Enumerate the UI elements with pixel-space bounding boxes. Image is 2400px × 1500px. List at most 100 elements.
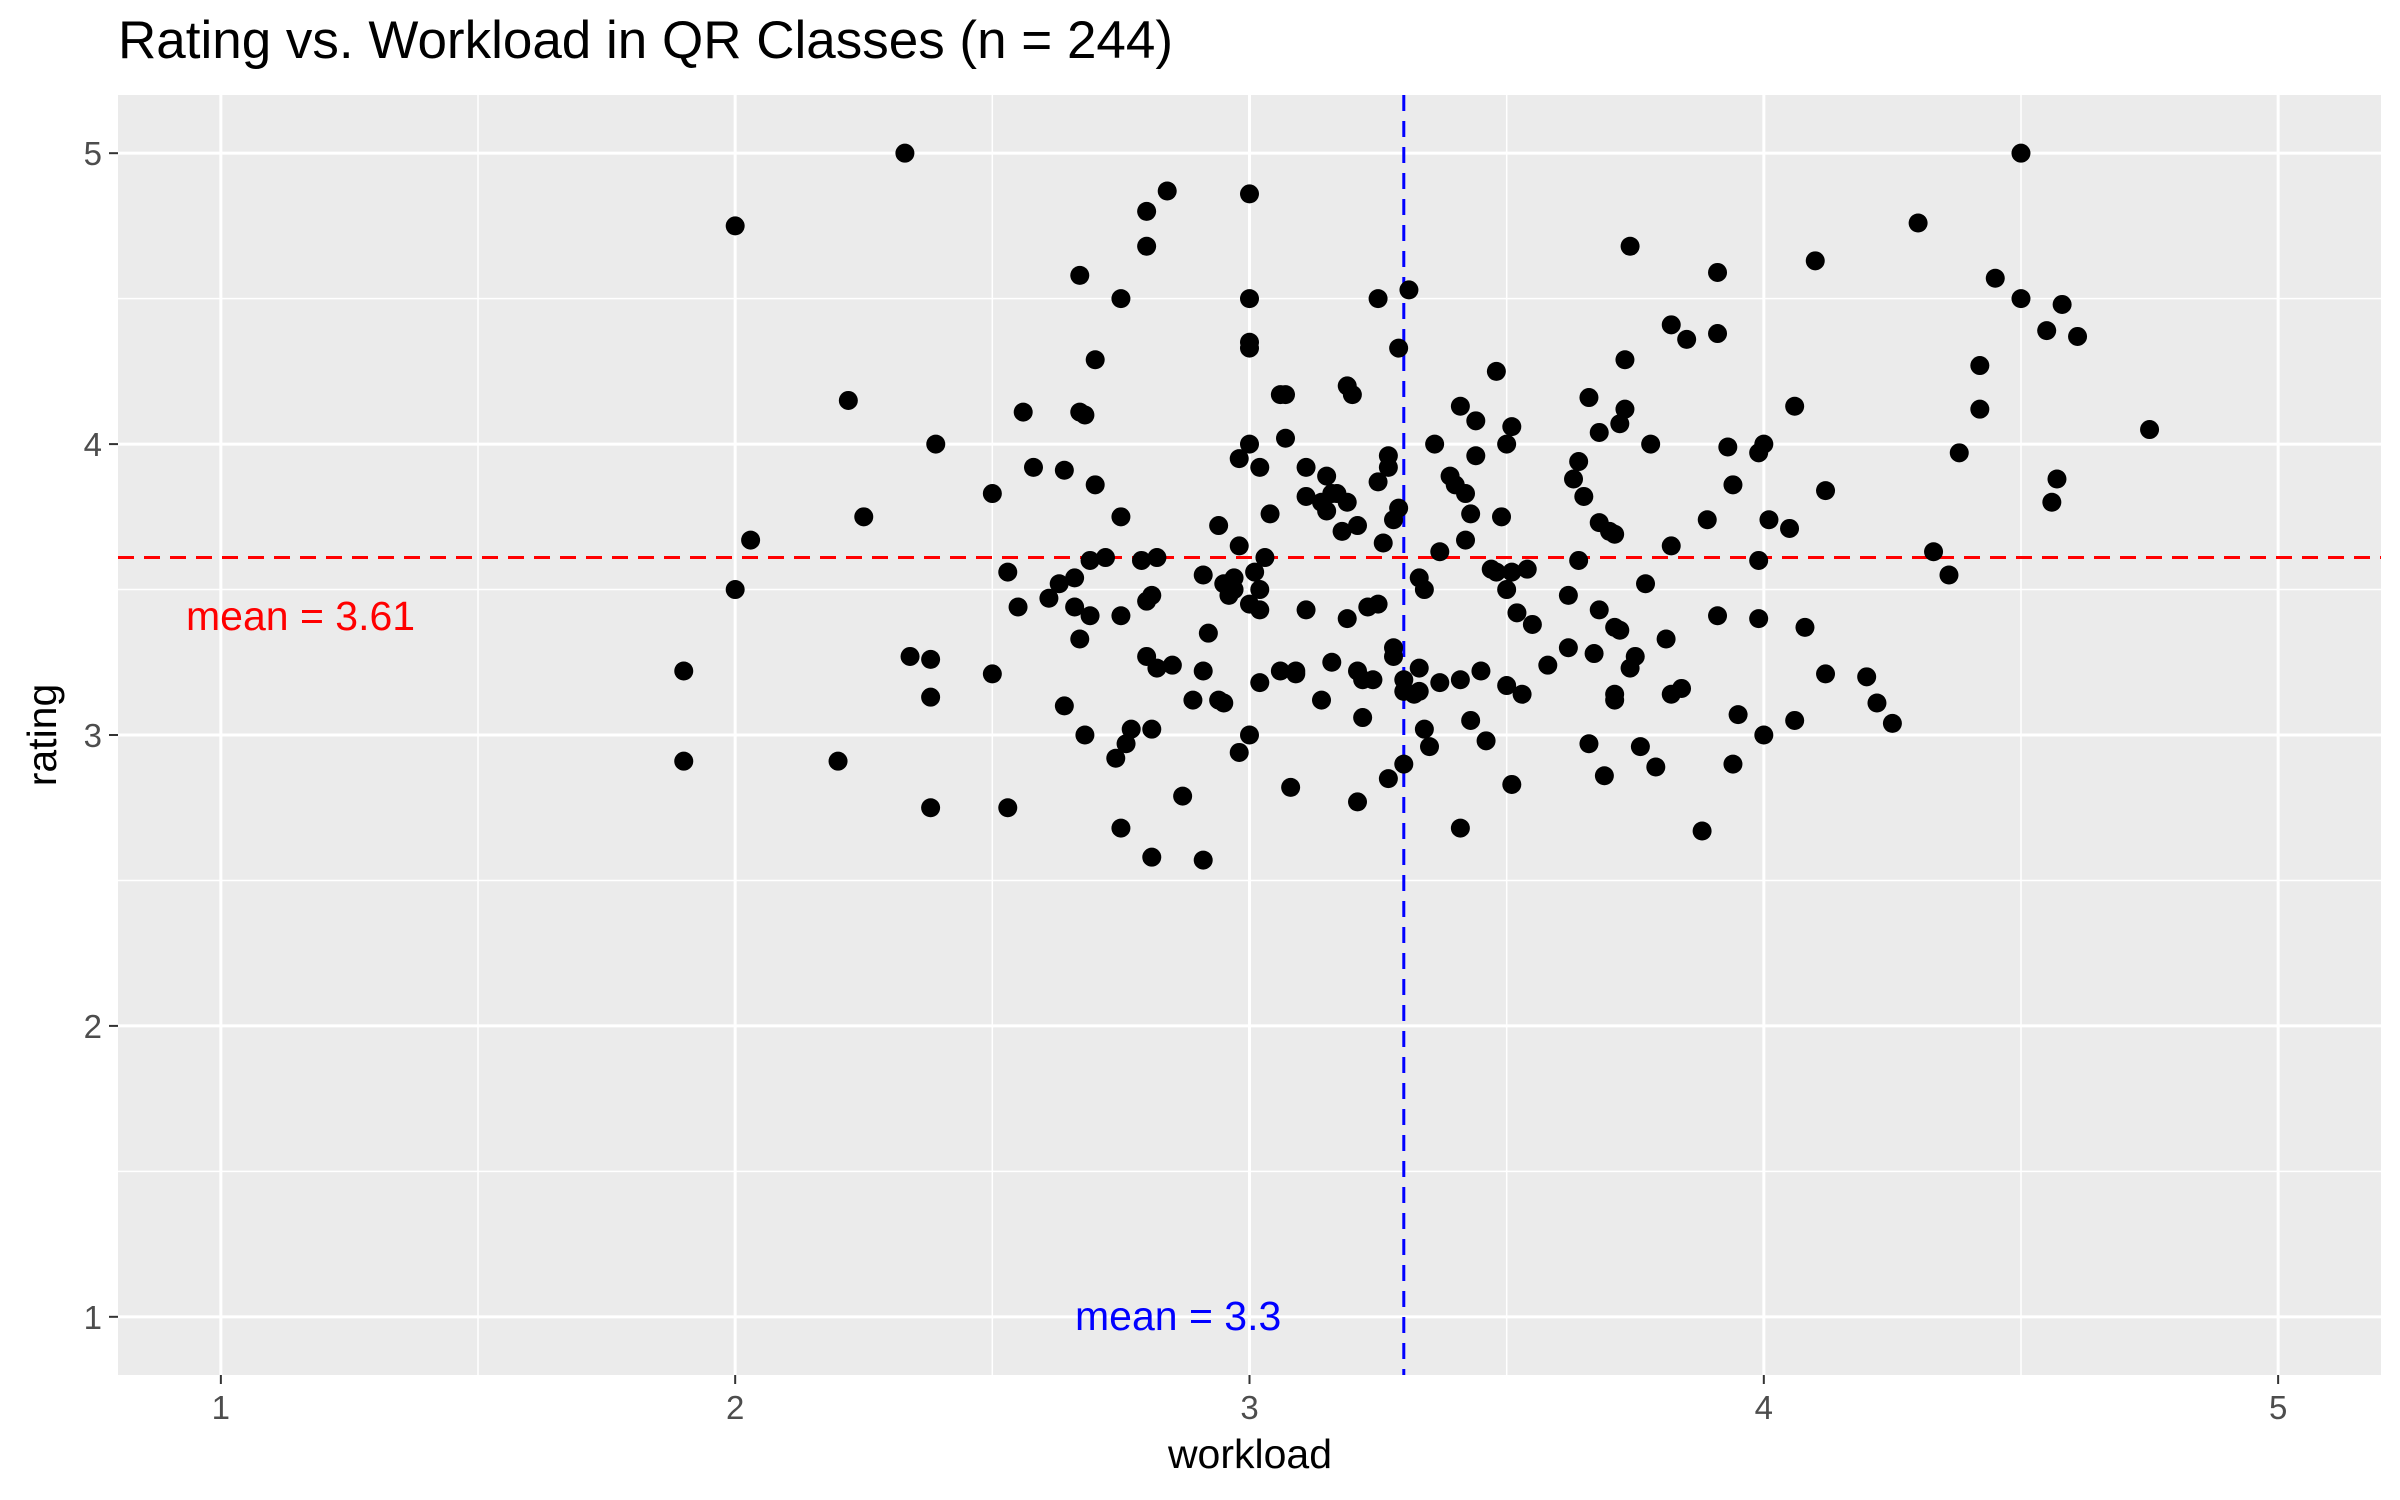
y-tick-label: 1: [84, 1299, 102, 1336]
data-point: [1610, 414, 1630, 434]
data-point: [1502, 562, 1522, 582]
data-point: [1697, 510, 1717, 530]
data-point: [1121, 719, 1141, 739]
x-tick-label: 1: [212, 1389, 230, 1426]
data-point: [1461, 504, 1481, 524]
data-point: [1486, 562, 1506, 582]
data-point: [1605, 690, 1625, 710]
data-point: [1708, 324, 1728, 344]
data-point: [1507, 603, 1527, 623]
data-point: [1502, 774, 1522, 794]
data-point: [1296, 600, 1316, 620]
data-point: [1193, 565, 1213, 585]
data-point: [1070, 629, 1090, 649]
data-point: [1065, 597, 1085, 617]
data-point: [1173, 786, 1193, 806]
data-point: [854, 507, 874, 527]
data-point: [1589, 600, 1609, 620]
data-point: [1949, 443, 1969, 463]
data-point: [1661, 536, 1681, 556]
data-point: [1286, 664, 1306, 684]
data-point: [1409, 681, 1429, 701]
data-point: [1677, 329, 1697, 349]
data-point: [1456, 484, 1476, 504]
data-point: [1466, 446, 1486, 466]
data-point: [2068, 326, 2088, 346]
data-point: [1399, 280, 1419, 300]
data-point: [1240, 338, 1259, 358]
data-point: [1214, 693, 1234, 713]
data-point: [1296, 457, 1316, 477]
data-point: [1342, 385, 1362, 405]
data-point: [1075, 405, 1095, 425]
data-point: [1780, 518, 1800, 538]
y-tick-label: 5: [84, 135, 102, 172]
data-point: [1450, 818, 1470, 838]
data-point: [1615, 350, 1635, 370]
data-point: [1517, 559, 1537, 579]
data-point: [1353, 708, 1373, 728]
data-point: [1111, 507, 1131, 527]
data-point: [1610, 620, 1630, 640]
data-point: [1486, 361, 1506, 381]
data-point: [2042, 492, 2062, 512]
data-point: [1368, 594, 1388, 614]
x-tick-label: 5: [2269, 1389, 2287, 1426]
data-point: [1924, 542, 1944, 562]
data-point: [1183, 690, 1203, 710]
axis-ticks: 1 2 3 4 5 1 2 3 4 5: [84, 135, 2288, 1426]
data-point: [1749, 609, 1769, 629]
data-point: [1378, 457, 1398, 477]
data-point: [1322, 652, 1342, 672]
data-point: [1759, 510, 1779, 530]
data-point: [1692, 821, 1712, 841]
data-point: [1348, 792, 1368, 812]
data-point: [1142, 719, 1162, 739]
data-point: [1250, 600, 1270, 620]
data-point: [1142, 585, 1162, 605]
data-point: [1661, 315, 1681, 335]
data-point: [1723, 754, 1743, 774]
data-point: [1245, 562, 1265, 582]
data-point: [1085, 475, 1105, 495]
data-point: [1147, 548, 1167, 568]
data-point: [1708, 606, 1728, 626]
data-point: [1054, 696, 1074, 716]
data-point: [1157, 181, 1177, 201]
data-point: [1471, 661, 1491, 681]
data-point: [1985, 268, 2005, 288]
data-point: [1095, 548, 1115, 568]
data-point: [1512, 684, 1532, 704]
data-point: [1414, 719, 1434, 739]
data-point: [1497, 434, 1517, 454]
data-point: [1656, 629, 1676, 649]
data-point: [1558, 585, 1578, 605]
data-point: [1250, 457, 1270, 477]
y-tick-label: 4: [84, 426, 102, 463]
data-point: [1240, 725, 1259, 745]
data-point: [1260, 504, 1280, 524]
data-point: [1008, 597, 1028, 617]
data-point: [1672, 678, 1692, 698]
data-point: [1085, 350, 1105, 370]
data-point: [926, 434, 946, 454]
x-tick-label: 2: [726, 1389, 744, 1426]
data-point: [1754, 725, 1774, 745]
data-point: [1363, 670, 1383, 690]
data-point: [1522, 614, 1542, 634]
data-point: [1337, 609, 1357, 629]
data-point: [674, 661, 694, 681]
data-point: [1805, 251, 1825, 271]
data-point: [1574, 486, 1594, 506]
mean-workload-label: mean = 3.3: [1075, 1293, 1281, 1339]
data-point: [2011, 289, 2031, 309]
data-point: [1461, 710, 1481, 730]
data-point: [1039, 588, 1059, 608]
data-point: [1430, 542, 1450, 562]
data-point: [1106, 748, 1126, 768]
data-point: [725, 580, 745, 600]
data-point: [1857, 667, 1877, 687]
data-point: [1389, 338, 1409, 358]
data-point: [2011, 143, 2031, 163]
data-point: [1579, 734, 1599, 754]
